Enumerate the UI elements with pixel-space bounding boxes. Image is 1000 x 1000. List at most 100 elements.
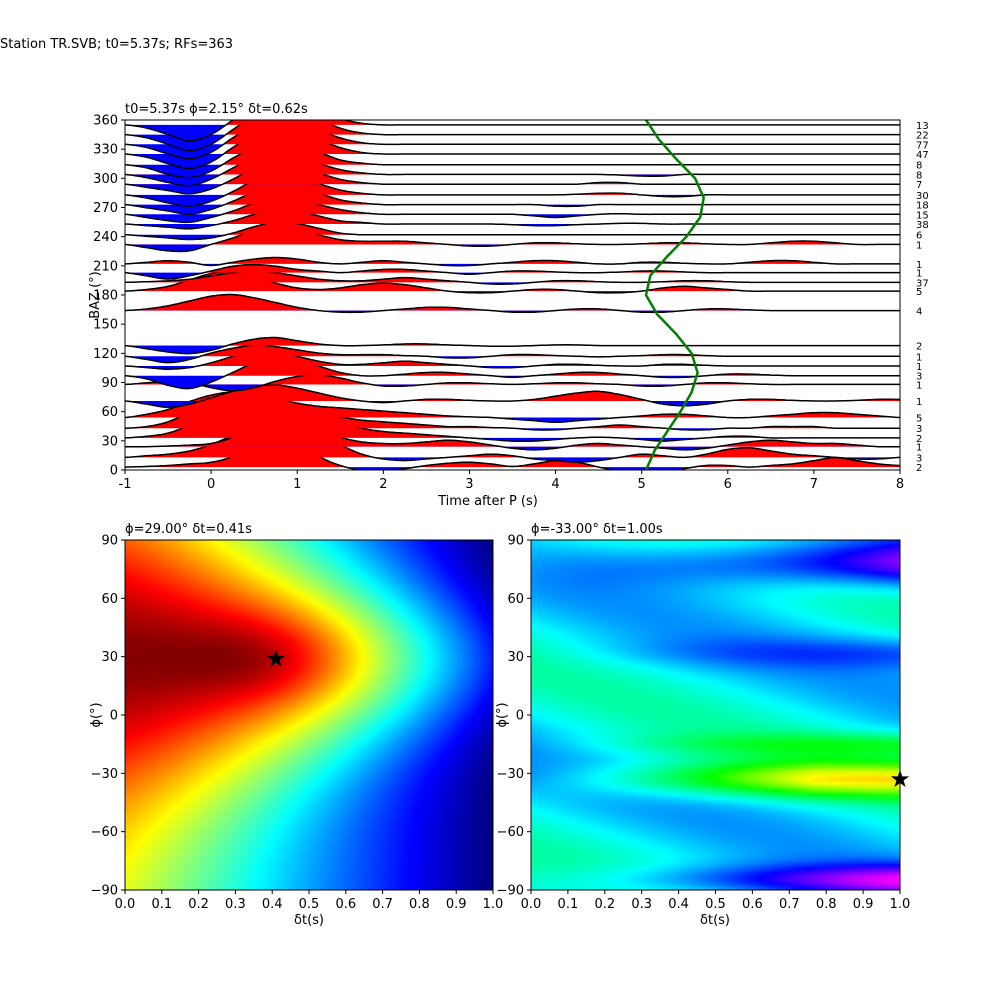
rf-trace-count-label: 8 (916, 170, 922, 181)
rf-trace-count-label: 1 (916, 397, 922, 408)
rf-trace-count-label: 1 (916, 240, 922, 251)
rf-trace-positive-fill (125, 120, 900, 125)
y-tick-label: 30 (507, 650, 524, 665)
rf-trace-negative-fill (125, 437, 900, 442)
rf-trace-count-label: 15 (916, 210, 929, 221)
y-tick-label: −30 (91, 767, 118, 782)
y-tick-label: 60 (507, 592, 524, 607)
rf-trace-positive-fill (125, 186, 900, 205)
rf-trace-negative-fill (125, 224, 900, 229)
x-tick-label: 0.7 (372, 897, 393, 912)
rf-trace-positive-fill (125, 415, 900, 458)
rf-trace-positive-fill (125, 294, 900, 311)
y-tick-label: −60 (91, 825, 118, 840)
grid-search-right-panel: ϕ=-33.00° δt=1.00s 0.0 0.1 0.2 0.3 0.4 0.5 0.6… (495, 522, 911, 928)
rf-trace-negative-fill (125, 194, 900, 207)
rf-trace-count-label: 37 (916, 278, 929, 289)
left-heatmap (125, 540, 493, 890)
rf-trace-count-label: 8 (916, 161, 922, 172)
x-tick-label: 0.1 (558, 897, 579, 912)
rf-trace-count-label: 1 (916, 352, 922, 363)
rf-trace-count-label: 3 (916, 424, 922, 435)
y-tick-label: 60 (101, 592, 118, 607)
rf-trace-line (125, 293, 900, 314)
rf-trace (125, 120, 900, 142)
rf-trace (125, 256, 900, 267)
rf-trace-positive-fill (125, 337, 900, 346)
y-tick-label: −30 (497, 767, 524, 782)
rf-trace (125, 221, 900, 241)
rf-trace-positive-fill (125, 396, 900, 429)
rf-trace-positive-fill (125, 384, 900, 401)
left-axis-ticks: 0.0 0.1 0.2 0.3 0.4 0.5 0.6 0.7 0.8 0.9 1.0 −90 −60 −… (91, 534, 504, 913)
rf-trace-count-label: 13 (916, 121, 929, 132)
rf-trace-positive-fill (125, 120, 900, 145)
x-tick-label: 0.5 (705, 897, 726, 912)
rf-trace-count-label: 7 (916, 180, 922, 191)
rf-x-tick-label: 6 (724, 477, 732, 492)
rf-trace-count-label: 5 (916, 287, 922, 298)
x-tick-label: 0.8 (816, 897, 837, 912)
rf-x-tick-label: -1 (119, 477, 132, 492)
rf-trace-count-label: 5 (916, 414, 922, 425)
rf-trace-line (125, 208, 900, 230)
right-axis-ticks: 0.0 0.1 0.2 0.3 0.4 0.5 0.6 0.7 0.8 0.9 1.0 −90 −60 −… (497, 534, 911, 913)
rf-y-tick-label: 180 (93, 289, 118, 304)
x-tick-label: 0.2 (188, 897, 209, 912)
rf-trace-negative-fill (125, 204, 900, 215)
x-tick-label: 0.7 (779, 897, 800, 912)
rf-y-tick-label: 150 (93, 318, 118, 333)
x-tick-label: 0.0 (521, 897, 542, 912)
rf-trace-count-label: 77 (916, 140, 929, 151)
rf-y-tick-label: 90 (101, 376, 118, 391)
rf-y-ticks: 0 30 60 90 120 150 180 210 240 270 300 330 360 (93, 114, 125, 479)
rf-trace-count-label: 2 (916, 463, 922, 474)
rf-traces (125, 120, 900, 470)
rf-trace-count-label: 4 (916, 307, 922, 318)
y-tick-label: 0 (110, 709, 118, 724)
rf-trace-positive-fill (125, 128, 900, 155)
grid-search-left-panel: ϕ=29.00° δt=0.41s 0.0 0.1 0.2 0.3 0.4 0.5 0.6 0… (89, 522, 503, 928)
rf-y-tick-label: 30 (101, 434, 118, 449)
right-best-fit-star: ★ (889, 765, 911, 793)
rf-x-tick-label: 5 (638, 477, 646, 492)
rf-trace-count-label: 1 (916, 380, 922, 391)
right-y-axis-label: ϕ(°) (495, 702, 510, 727)
rf-y-tick-label: 0 (110, 464, 118, 479)
rf-y-tick-label: 300 (93, 172, 118, 187)
rf-trace-count-label: 47 (916, 150, 929, 161)
rf-trace-positive-fill (125, 209, 900, 225)
rf-y-tick-label: 330 (93, 143, 118, 158)
rf-trace-count-label: 3 (916, 453, 922, 464)
rf-y-tick-label: 210 (93, 259, 118, 274)
rf-trace-positive-fill (125, 140, 900, 165)
x-tick-label: 1.0 (890, 897, 911, 912)
figure-suptitle: Station TR.SVB; t0=5.37s; RFs=363 (0, 37, 234, 52)
x-tick-label: 0.4 (262, 897, 283, 912)
rf-trace (125, 293, 900, 314)
x-tick-label: 0.1 (151, 897, 172, 912)
rf-trace-positive-fill (125, 198, 900, 215)
rf-trace-positive-fill (125, 357, 900, 376)
rf-trace-positive-fill (125, 391, 900, 418)
rf-y-tick-label: 360 (93, 114, 118, 129)
left-panel-title: ϕ=29.00° δt=0.41s (125, 522, 252, 537)
rf-trace-negative-fill (125, 214, 900, 223)
rf-trace-negative-fill (125, 124, 900, 141)
rf-trace-positive-fill (125, 175, 900, 195)
y-tick-label: 0 (516, 709, 524, 724)
y-tick-label: −90 (497, 884, 524, 899)
y-tick-label: 30 (101, 650, 118, 665)
rf-trace (125, 336, 900, 355)
rf-trace-line (125, 374, 900, 392)
rf-x-tick-label: 4 (551, 477, 559, 492)
rf-moveout-curve (644, 120, 705, 470)
rf-y-tick-label: 240 (93, 230, 118, 245)
rf-trace-count-label: 2 (916, 434, 922, 445)
rf-x-ticks: -1 0 1 2 3 4 5 6 7 8 (119, 470, 904, 492)
rf-x-tick-label: 7 (810, 477, 818, 492)
rf-trace-line (125, 336, 900, 355)
rf-trace-negative-fill (125, 400, 900, 408)
right-heatmap (531, 540, 900, 890)
